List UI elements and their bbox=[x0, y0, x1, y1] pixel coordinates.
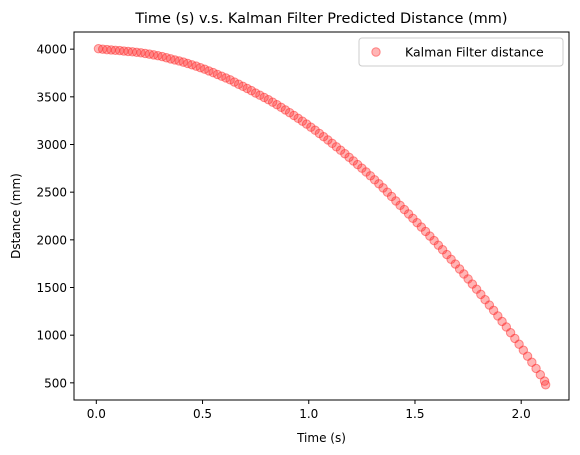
x-axis-label: Time (s) bbox=[296, 431, 346, 445]
data-point bbox=[531, 363, 541, 374]
data-point bbox=[238, 81, 248, 92]
x-tick-label: 2.0 bbox=[512, 407, 531, 421]
data-point bbox=[540, 380, 551, 390]
x-tick-label: 0.0 bbox=[87, 407, 106, 421]
chart-title: Time (s) v.s. Kalman Filter Predicted Di… bbox=[134, 11, 507, 27]
x-tick-label: 0.5 bbox=[193, 407, 212, 421]
y-tick-label: 3500 bbox=[36, 90, 67, 104]
y-axis-ticks: 500 1000 1500 2000 2500 3000 3500 4000 bbox=[36, 43, 74, 390]
y-tick-label: 3000 bbox=[36, 138, 67, 152]
y-tick-label: 500 bbox=[44, 376, 67, 390]
scatter-points bbox=[93, 43, 551, 390]
data-point bbox=[233, 79, 244, 89]
legend: Kalman Filter distance bbox=[358, 37, 564, 67]
x-tick-label: 1.0 bbox=[299, 407, 318, 421]
data-point bbox=[535, 370, 546, 380]
legend-label: Kalman Filter distance bbox=[405, 45, 544, 60]
y-tick-label: 1000 bbox=[36, 329, 67, 343]
y-tick-label: 1500 bbox=[36, 281, 67, 295]
y-tick-label: 4000 bbox=[36, 43, 67, 57]
x-axis-ticks: 0.0 0.5 1.0 1.5 2.0 bbox=[87, 400, 531, 421]
y-tick-label: 2000 bbox=[36, 233, 67, 247]
x-tick-label: 1.5 bbox=[405, 407, 424, 421]
y-axis-label: Dstance (mm) bbox=[9, 173, 23, 259]
legend-box bbox=[358, 37, 564, 67]
y-tick-label: 2500 bbox=[36, 186, 67, 200]
plot-frame bbox=[73, 31, 570, 401]
legend-marker bbox=[371, 47, 381, 57]
